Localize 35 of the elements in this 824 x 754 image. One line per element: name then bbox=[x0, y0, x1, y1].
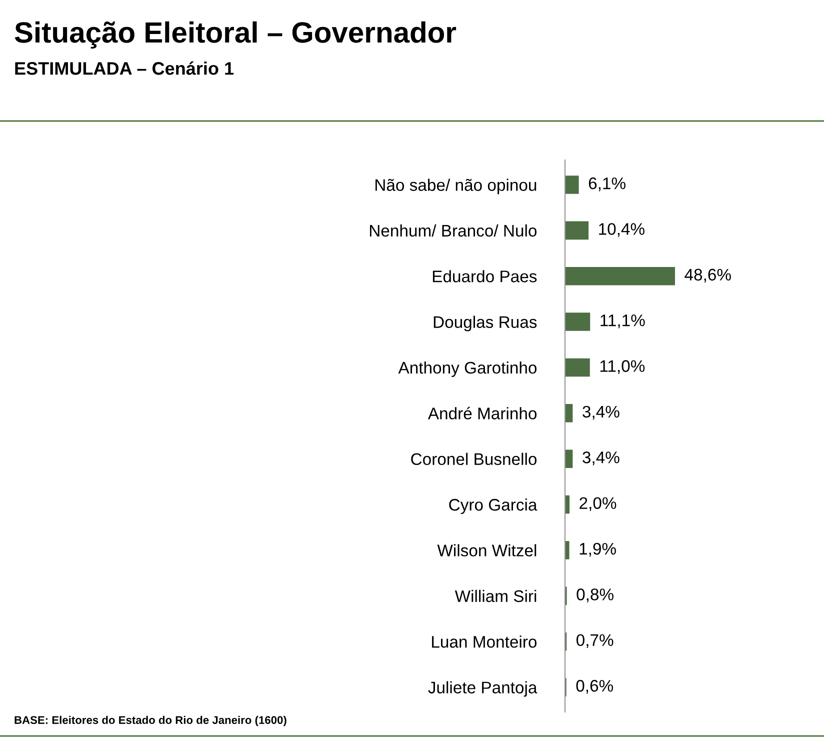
data-label: 3,4% bbox=[582, 406, 620, 420]
bar bbox=[565, 450, 573, 468]
data-label: 11,1% bbox=[600, 314, 645, 328]
data-label: 11,0% bbox=[600, 360, 645, 374]
y-tick-label: André Marinho bbox=[428, 406, 537, 420]
text: Situação Eleitoral – Governador bbox=[14, 21, 456, 49]
y-tick-label: Não sabe/ não opinou bbox=[376, 178, 536, 194]
data-label: 2,0% bbox=[580, 497, 616, 511]
data-label: 0,6% bbox=[576, 680, 614, 694]
y-tick-label: William Siri bbox=[454, 590, 536, 602]
text: ESTIMULADA – Cenário 1 bbox=[15, 61, 234, 75]
y-tick-label: Coronel Busnello bbox=[411, 452, 537, 466]
bar bbox=[565, 541, 570, 560]
bar bbox=[565, 404, 573, 422]
bar bbox=[565, 176, 579, 194]
y-tick-label: Eduardo Paes bbox=[432, 270, 537, 282]
y-tick-label: Juliete Pantoja bbox=[428, 681, 538, 697]
bar bbox=[565, 266, 675, 286]
data-label: 3,4% bbox=[582, 452, 620, 466]
data-label: 0,8% bbox=[576, 588, 614, 602]
bar bbox=[565, 312, 590, 331]
data-label: 0,7% bbox=[576, 634, 614, 648]
data-label: 10,4% bbox=[599, 223, 644, 237]
bar bbox=[565, 358, 590, 377]
y-tick-label: Douglas Ruas bbox=[434, 316, 537, 332]
text: BASE: Eleitores do Estado do Rio de Janeiro (1600) bbox=[14, 716, 286, 726]
y-tick-label: Nenhum/ Branco/ Nulo bbox=[370, 224, 537, 237]
y-tick-label: Wilson Witzel bbox=[437, 544, 536, 556]
data-label: 1,9% bbox=[580, 542, 616, 557]
y-tick-label: Cyro Garcia bbox=[449, 498, 538, 514]
data-label: 48,6% bbox=[684, 268, 731, 283]
data-label: 6,1% bbox=[588, 177, 626, 192]
y-tick-label: Anthony Garotinho bbox=[398, 361, 537, 377]
bar bbox=[565, 221, 589, 240]
y-tick-label: Luan Monteiro bbox=[432, 636, 537, 648]
